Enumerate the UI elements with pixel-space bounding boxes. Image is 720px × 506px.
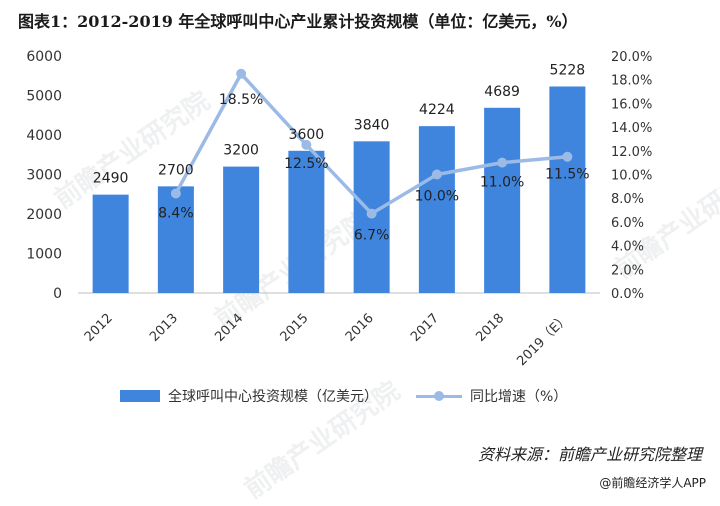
bar <box>549 86 586 293</box>
line-value-label: 10.0% <box>415 189 459 205</box>
legend-bar-label: 全球呼叫中心投资规模（亿美元） <box>168 389 378 405</box>
legend: 全球呼叫中心投资规模（亿美元） 同比增速（%） <box>120 384 680 408</box>
bar <box>92 194 129 293</box>
y-left-tick-label: 3000 <box>26 168 62 184</box>
bar-value-label: 3200 <box>223 143 259 159</box>
x-tick-label: 2014 <box>212 311 246 345</box>
line-value-label: 6.7% <box>354 228 390 244</box>
bar-value-label: 2700 <box>158 162 194 178</box>
legend-bar-swatch <box>120 390 160 402</box>
y-left-tick-label: 2000 <box>26 207 62 223</box>
legend-line-swatch <box>416 390 462 402</box>
line-point <box>170 188 181 199</box>
source-note: 资料来源：前瞻产业研究院整理 <box>477 445 702 464</box>
chart-area: 0 1000 2000 3000 4000 5000 6000 0.0% 2.0% 4.0% 6.0… <box>0 40 720 380</box>
bar <box>288 150 325 293</box>
y-right-tick-label: 2.0% <box>611 263 644 278</box>
bar <box>157 186 194 293</box>
y-left-tick-label: 6000 <box>26 49 62 65</box>
bar <box>484 107 521 293</box>
line-point <box>236 68 247 79</box>
line-point <box>431 169 442 180</box>
x-tick-label: 2015 <box>278 311 312 345</box>
legend-line-label: 同比增速（%） <box>470 389 568 405</box>
bar-value-label: 3600 <box>289 127 325 143</box>
line-value-label: 11.5% <box>545 167 589 183</box>
y-right-tick-label: 6.0% <box>611 216 644 231</box>
bar <box>418 126 455 293</box>
y-right-tick-label: 8.0% <box>611 192 644 207</box>
y-left-tick-label: 4000 <box>26 128 62 144</box>
y-right-tick-label: 10.0% <box>611 169 652 184</box>
x-tick-label: 2018 <box>473 311 507 345</box>
x-tick-label: 2012 <box>82 311 116 345</box>
combo-chart: 0 1000 2000 3000 4000 5000 6000 0.0% 2.0% 4.0% 6.0… <box>26 49 652 369</box>
line-value-label: 18.5% <box>219 92 263 108</box>
y-right-tick-label: 18.0% <box>611 74 652 89</box>
x-tick-label: 2017 <box>408 311 442 345</box>
y-right-tick-label: 16.0% <box>611 97 652 112</box>
line-point <box>562 151 573 162</box>
legend-item-bar: 全球呼叫中心投资规模（亿美元） <box>120 386 378 406</box>
bar-value-label: 4689 <box>484 84 520 100</box>
bar <box>223 166 260 293</box>
line-value-label: 12.5% <box>284 156 328 172</box>
y-right-tick-label: 14.0% <box>611 121 652 136</box>
line-point <box>301 139 312 150</box>
y-right-tick-label: 12.0% <box>611 145 652 160</box>
line-point <box>497 157 508 168</box>
y-right-tick-label: 0.0% <box>611 287 644 302</box>
y-right-tick-label: 4.0% <box>611 240 644 255</box>
legend-item-line: 同比增速（%） <box>416 386 567 406</box>
line-point <box>366 208 377 219</box>
bar-value-label: 4224 <box>419 102 455 118</box>
x-tick-label: 2016 <box>343 311 377 345</box>
x-tick-label: 2019（E） <box>514 311 572 369</box>
line-value-label: 8.4% <box>158 205 194 221</box>
bar-value-label: 5228 <box>550 62 586 78</box>
y-left-tick-label: 5000 <box>26 89 62 105</box>
footer-credit: @前瞻经济学人APP <box>599 476 706 490</box>
y-left-tick-label: 0 <box>53 286 62 302</box>
y-left-tick-label: 1000 <box>26 247 62 263</box>
line-value-label: 11.0% <box>480 175 524 191</box>
bar-value-label: 3840 <box>354 117 390 133</box>
bar-value-label: 2490 <box>93 171 129 187</box>
y-right-tick-label: 20.0% <box>611 50 652 65</box>
chart-title: 图表1：2012-2019 年全球呼叫中心产业累计投资规模（单位：亿美元，%） <box>18 12 578 31</box>
x-tick-label: 2013 <box>147 311 181 345</box>
